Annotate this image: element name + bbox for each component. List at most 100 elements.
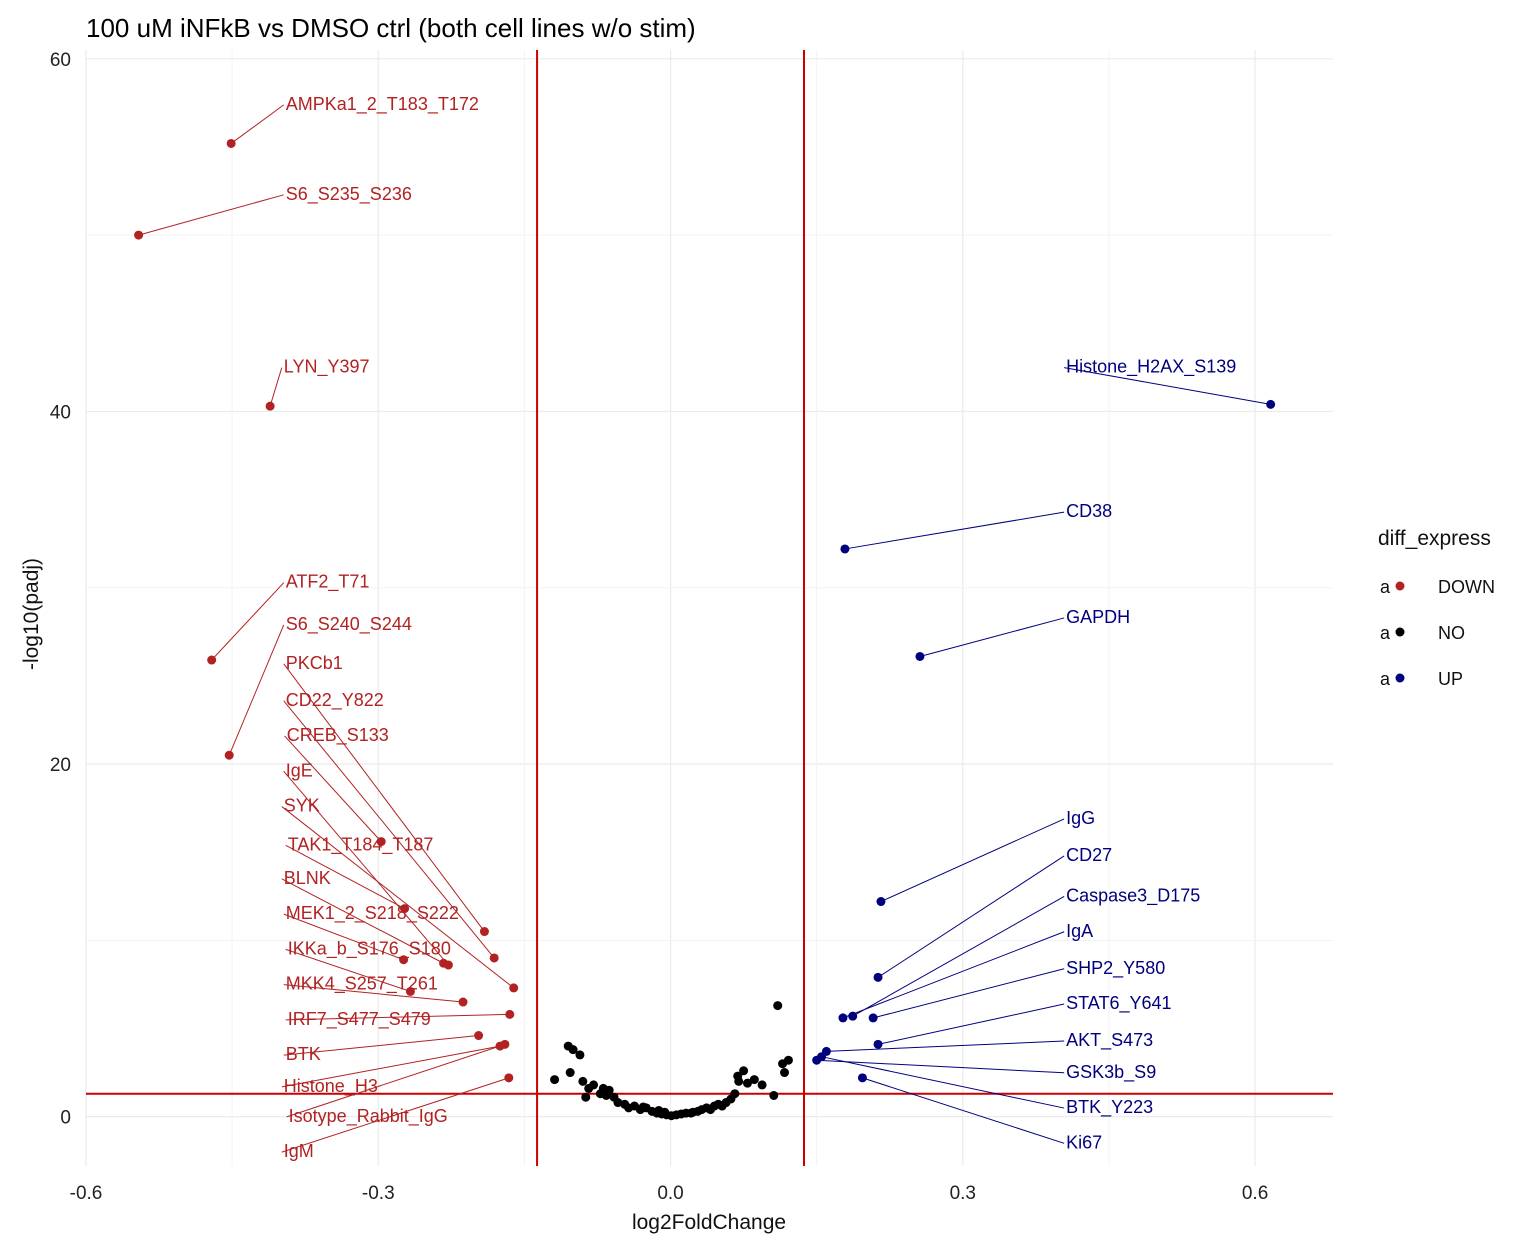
label-connector	[281, 878, 444, 964]
point-label: IKKa_b_S176_S180	[288, 938, 451, 959]
label-connector	[821, 1056, 1065, 1109]
y-axis-ticks: 0 20 40 60	[50, 50, 71, 1129]
label-connector	[285, 1013, 510, 1021]
data-point-down	[504, 1073, 514, 1083]
x-tick-label: -0.3	[362, 1183, 395, 1204]
point-label: TAK1_T184_T187	[288, 834, 434, 855]
label-connector	[283, 913, 404, 961]
data-point-up	[848, 1011, 858, 1021]
data-point-no	[565, 1068, 575, 1078]
point-label: AKT_S473	[1066, 1030, 1153, 1051]
legend-key-dot	[1395, 673, 1405, 683]
y-tick-label: 40	[50, 402, 71, 423]
data-point-down	[400, 904, 410, 914]
legend-key-dot	[1395, 627, 1405, 637]
label-connector	[1064, 367, 1271, 405]
data-point-down	[224, 750, 234, 760]
point-label: MEK1_2_S218_S222	[286, 903, 459, 924]
data-point-down	[474, 1031, 484, 1041]
point-label: SYK	[284, 796, 320, 816]
data-point-up	[817, 1052, 827, 1062]
label-connector	[285, 948, 411, 992]
point-label: Isotype_Rabbit_IgG	[289, 1106, 448, 1127]
y-tick-label: 20	[50, 755, 71, 776]
data-point-up	[873, 972, 883, 982]
x-tick-label: 0.3	[950, 1183, 976, 1204]
point-label: CD38	[1066, 501, 1112, 521]
point-label: CD22_Y822	[286, 690, 384, 711]
point-label: IgM	[284, 1141, 314, 1161]
point-label: LYN_Y397	[284, 357, 370, 378]
label-connector	[283, 700, 495, 959]
point-label: IgG	[1066, 808, 1095, 828]
data-point-no	[757, 1080, 767, 1090]
point-label: SHP2_Y580	[1066, 958, 1165, 979]
data-point-down	[489, 953, 499, 963]
data-point-down	[207, 655, 217, 665]
x-tick-label: -0.6	[70, 1183, 103, 1204]
label-connector	[281, 1077, 509, 1153]
point-label: Caspase3_D175	[1066, 885, 1200, 906]
label-connectors	[138, 104, 1271, 1153]
data-point-down	[505, 1009, 515, 1019]
data-point-no	[769, 1090, 779, 1100]
point-label: PKCb1	[286, 653, 343, 673]
data-point-no	[581, 1092, 591, 1102]
data-point-no	[578, 1076, 588, 1086]
x-axis-title: log2FoldChange	[632, 1211, 786, 1234]
label-connector	[285, 844, 405, 910]
y-tick-label: 0	[60, 1108, 71, 1129]
label-connector	[283, 984, 464, 1003]
data-point-no	[575, 1050, 585, 1060]
data-point-down	[405, 986, 415, 996]
data-point-no	[733, 1071, 743, 1081]
label-connector	[919, 617, 1065, 657]
legend-key-glyph: a	[1380, 623, 1391, 643]
point-label: BTK	[286, 1044, 321, 1064]
data-point-down	[479, 927, 489, 937]
point-label: Ki67	[1066, 1132, 1102, 1152]
point-labels: AMPKa1_2_T183_T172 S6_S235_S236 LYN_Y397 AT…	[284, 94, 1236, 1161]
data-point-down	[399, 955, 409, 965]
label-connector	[230, 104, 285, 144]
point-label: CREB_S133	[287, 725, 389, 746]
label-connector	[862, 1077, 1065, 1144]
label-connector	[281, 806, 514, 989]
legend-entries: a DOWN a NO a UP	[1380, 577, 1495, 689]
data-point-no	[693, 1106, 703, 1116]
data-point-up	[868, 1013, 878, 1023]
legend: diff_express a DOWN a NO a UP	[1378, 527, 1495, 689]
data-point-down	[509, 983, 519, 993]
point-label: S6_S235_S236	[286, 184, 412, 205]
x-tick-label: 0.6	[1242, 1183, 1268, 1204]
label-connector	[269, 367, 283, 407]
data-point-no	[742, 1078, 752, 1088]
data-point-no	[730, 1089, 740, 1099]
point-label: CD27	[1066, 845, 1112, 865]
x-axis-ticks: -0.6 -0.3 0.0 0.3 0.6	[70, 1183, 1269, 1204]
data-point-no	[660, 1107, 670, 1117]
data-point-up	[840, 544, 850, 554]
data-point-up	[873, 1039, 883, 1049]
data-point-down	[265, 401, 275, 411]
data-point-no	[780, 1068, 790, 1078]
y-axis-title: -log10(padj)	[20, 558, 43, 670]
legend-label: DOWN	[1438, 577, 1495, 597]
data-point-up	[1266, 399, 1276, 409]
data-point-down	[500, 1039, 510, 1049]
point-label: MKK4_S257_T261	[286, 974, 438, 995]
x-tick-label: 0.0	[657, 1183, 683, 1204]
point-label: S6_S240_S244	[286, 614, 412, 635]
data-point-up	[838, 1013, 848, 1023]
point-label: STAT6_Y641	[1066, 993, 1171, 1014]
threshold-lines	[86, 50, 1333, 1166]
label-connector	[284, 735, 382, 842]
legend-label: UP	[1438, 669, 1463, 689]
label-connector	[283, 663, 485, 932]
data-point-no	[550, 1075, 560, 1085]
label-connector	[880, 818, 1065, 903]
label-connector	[228, 624, 285, 756]
data-point-no	[604, 1085, 614, 1095]
point-label: Histone_H3	[284, 1076, 378, 1097]
point-label: BLNK	[284, 868, 331, 888]
